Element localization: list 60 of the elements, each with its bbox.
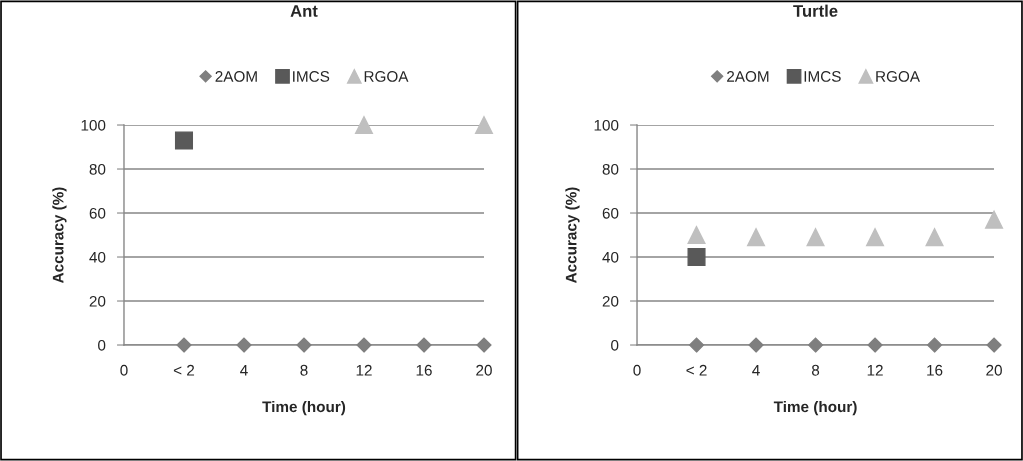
chart-title: Ant [290,5,318,17]
point [925,228,944,247]
legend-label: IMCS [804,71,841,82]
x-tick-label: < 2 [173,364,195,376]
x-tick-label: 12 [356,364,372,376]
point [866,228,885,247]
point [236,337,252,353]
y-tick-label: 60 [89,207,106,219]
y-axis-title: Accuracy (%) [52,187,67,284]
x-tick-label: 4 [752,365,760,376]
point [748,337,764,353]
x-tick-label: 20 [986,364,1002,376]
x-tick-label: 8 [811,364,820,376]
legend-label: 2AOM [215,71,257,82]
point [807,337,824,353]
point [926,337,943,353]
x-axis-title: Time (hour) [773,400,857,416]
point [986,337,1002,353]
legend-label: 2AOM [727,71,769,82]
y-tick-label: 40 [602,251,619,263]
x-tick-label: 16 [416,364,432,376]
point [296,337,312,353]
x-tick-label: 16 [927,364,943,376]
legend-label: IMCS [293,71,330,82]
point [687,225,706,245]
x-tick-label: 4 [240,365,248,376]
y-tick-label: 60 [602,207,619,219]
point [476,337,492,353]
x-tick-label: 12 [867,364,883,376]
point [687,247,706,267]
x-axis-title: Time (hour) [262,400,346,416]
point [985,210,1004,229]
y-tick-label: 0 [611,339,619,351]
legend-label: RGOA [364,71,409,82]
x-tick-label: 0 [120,364,128,376]
y-axis-title: Accuracy (%) [565,187,580,284]
y-tick-label: 0 [98,339,106,351]
y-tick-label: 20 [89,295,106,307]
point [354,115,374,135]
x-tick-label: 8 [300,364,308,376]
point [416,337,432,353]
chart-title: Turtle [793,4,838,17]
point [688,337,705,353]
point [747,228,766,247]
point [806,228,825,247]
legend-label: RGOA [876,71,920,82]
x-tick-label: 20 [476,364,492,376]
point [174,131,194,150]
x-tick-label: < 2 [686,364,707,376]
x-tick-label: 0 [633,364,641,376]
y-tick-label: 100 [81,119,106,131]
y-tick-label: 20 [602,295,619,307]
y-tick-label: 80 [602,163,619,175]
point [474,115,494,135]
point [356,337,372,353]
y-tick-label: 40 [89,251,106,263]
y-tick-label: 100 [594,119,619,131]
point [867,337,883,353]
point [176,337,192,353]
y-tick-label: 80 [89,163,106,175]
